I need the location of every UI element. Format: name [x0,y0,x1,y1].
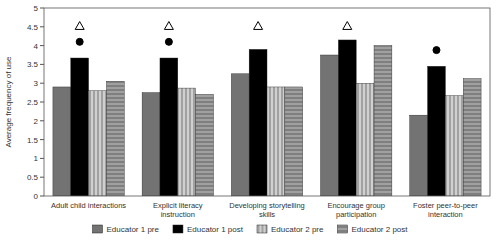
bar [428,66,446,196]
bar [249,49,267,196]
x-tick-label: Developing storytellingskills [229,201,304,219]
y-tick-label: 3 [34,79,39,88]
bar [410,115,428,196]
triangle-marker [164,22,173,30]
x-tick-label-line: Explicit literacy [153,201,203,210]
y-tick [40,158,44,159]
x-tick-label: Foster peer-to-peerinteraction [413,201,478,219]
y-tick [40,8,44,9]
y-tick-label: 3.5 [27,60,39,69]
legend-label: Educator 2 pre [271,225,324,234]
x-tick-label-line: Adult child interactions [51,201,126,210]
x-tick-label: Encourage groupparticipation [327,201,385,219]
circle-marker [76,38,83,45]
legend-swatch [257,225,267,233]
y-tick [40,120,44,121]
x-tick-label: Explicit literacyinstruction [153,201,203,219]
bar [160,58,178,196]
bar [106,81,124,196]
bar [356,83,374,196]
x-tick-label-line: interaction [428,210,463,219]
bar [374,46,392,196]
y-tick [40,102,44,103]
triangle-marker [343,22,352,30]
y-tick-label: 4 [34,42,39,51]
bar [267,87,285,196]
y-tick [40,177,44,178]
legend: Educator 1 pre Educator 1 post Educator 2 … [92,225,408,234]
bar [338,40,356,196]
bar [142,93,160,196]
triangle-marker [254,22,263,30]
y-tick-label: 0 [34,192,39,201]
x-tick-label-line: Encourage group [327,201,385,210]
plot-frame [44,8,490,196]
y-tick-label: 4.5 [27,23,39,32]
y-tick-label: 2.5 [27,98,39,107]
circle-marker [165,38,172,45]
plot-marks [53,22,481,196]
circle-marker [433,47,440,54]
legend-swatch [173,225,183,233]
y-tick [40,45,44,46]
bar [445,96,463,196]
y-tick-label: 0.5 [27,173,39,182]
y-axis-label: Average frequency of use [4,56,13,148]
y-tick-label: 1 [34,154,39,163]
bar [53,87,71,196]
x-tick-label-line: instruction [161,210,195,219]
bar [463,79,481,196]
bar [285,87,303,196]
y-tick [40,26,44,27]
x-tick-label: Adult child interactions [51,201,126,210]
bar [321,55,339,196]
legend-item: Educator 1 post [173,225,244,234]
legend-swatch [92,225,102,233]
bar [71,58,89,196]
y-tick-label: 5 [34,4,39,13]
bar [89,91,107,196]
x-tick-label-line: Developing storytelling [229,201,304,210]
bar [178,88,196,196]
legend-label: Educator 1 pre [106,225,159,234]
legend-swatch [337,225,347,233]
x-tick-label-line: skills [259,210,275,219]
bar [231,74,249,196]
x-tick-label-line: participation [336,210,376,219]
y-tick [40,83,44,84]
y-tick [40,196,44,197]
legend-label: Educator 2 post [351,225,408,234]
triangle-marker [75,22,84,30]
x-tick-label-line: Foster peer-to-peer [413,201,478,210]
y-tick-label: 1.5 [27,136,39,145]
legend-item: Educator 2 pre [257,225,324,234]
legend-label: Educator 1 post [187,225,244,234]
y-tick [40,139,44,140]
legend-item: Educator 1 pre [92,225,159,234]
y-tick-label: 2 [34,117,39,126]
legend-item: Educator 2 post [337,225,408,234]
bar [196,94,214,196]
y-tick [40,64,44,65]
